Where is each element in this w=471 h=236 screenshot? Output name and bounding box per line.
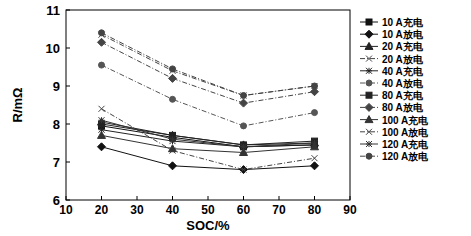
series-point: [170, 96, 176, 102]
legend-marker: [365, 103, 373, 111]
legend-marker: [366, 92, 372, 98]
y-tick-label: 10: [46, 41, 60, 56]
y-tick: [66, 10, 70, 11]
y-tick-label: 8: [53, 117, 60, 132]
legend-marker: [366, 153, 372, 159]
series-point: [241, 123, 247, 129]
y-tick: [66, 48, 70, 49]
x-tick: [137, 196, 138, 200]
y-tick-label: 7: [53, 155, 60, 170]
x-tick-label: 90: [343, 203, 357, 217]
x-tick-label: 70: [272, 203, 286, 217]
x-tick: [172, 196, 173, 200]
legend-marker: [366, 80, 372, 86]
chart: 10 20 30 40 50 60 70 80 90 6 7 8 9 10 11 SOC/% R/mΩ 10 A充…: [0, 0, 471, 236]
series-point: [312, 110, 318, 116]
legend-label: 10 A放电: [382, 29, 424, 40]
legend-label: 20 A充电: [382, 41, 424, 52]
x-tick: [66, 196, 67, 200]
series-line: [102, 35, 315, 96]
series-line: [102, 65, 315, 126]
x-tick-label: 30: [130, 203, 144, 217]
series-line: [102, 120, 315, 147]
series-point: [99, 62, 105, 68]
y-tick-label: 11: [46, 3, 60, 18]
series-point: [241, 144, 247, 150]
x-tick-label: 80: [308, 203, 322, 217]
legend-label: 10 A充电: [382, 17, 424, 28]
legend-marker: [365, 30, 373, 38]
series-point: [312, 83, 318, 89]
x-tick-label: 10: [59, 203, 73, 217]
series-point: [312, 83, 318, 89]
series-point: [240, 99, 248, 107]
series-point: [241, 167, 247, 173]
x-tick-label: 20: [95, 203, 109, 217]
series-line: [102, 42, 315, 103]
legend-label: 80 A放电: [382, 102, 424, 113]
legend-marker: [365, 116, 373, 123]
series-point: [98, 131, 106, 138]
y-tick-label: 9: [53, 79, 60, 94]
series-point: [98, 38, 106, 46]
legend-label: 80 A充电: [382, 90, 424, 101]
x-tick: [101, 196, 102, 200]
x-axis-label: SOC/%: [186, 218, 230, 233]
y-tick: [66, 200, 70, 201]
legend-marker: [366, 129, 372, 135]
series-line: [102, 33, 315, 96]
series-point: [170, 136, 176, 142]
series-point: [311, 162, 319, 170]
x-tick: [243, 196, 244, 200]
legend: 10 A充电10 A放电20 A充电20 A放电40 A充电40 A放电80 A…: [360, 17, 429, 162]
series-point: [99, 106, 105, 112]
series-point: [169, 74, 177, 82]
series-point: [241, 93, 247, 99]
y-axis-label: R/mΩ: [10, 88, 25, 123]
legend-marker: [366, 68, 372, 74]
series-point: [312, 140, 318, 146]
series-point: [99, 30, 105, 36]
legend-label: 120 A充电: [382, 139, 429, 150]
series-point: [170, 66, 176, 72]
plot-frame: [66, 10, 350, 200]
legend-marker: [366, 56, 372, 62]
plot-area: [98, 30, 319, 174]
y-tick-label: 6: [53, 193, 60, 208]
series-point: [98, 143, 106, 151]
series-point: [241, 93, 247, 99]
legend-label: 100 A充电: [382, 115, 429, 126]
series-line: [102, 109, 315, 170]
legend-label: 100 A放电: [382, 127, 429, 138]
series-point: [99, 117, 105, 123]
x-tick: [350, 196, 351, 200]
series-point: [240, 166, 248, 174]
legend-label: 40 A充电: [382, 66, 424, 77]
y-tick: [66, 162, 70, 163]
y-tick: [66, 124, 70, 125]
x-tick-label: 60: [237, 203, 251, 217]
legend-marker: [365, 42, 373, 49]
series-point: [169, 162, 177, 170]
series-point: [241, 144, 247, 150]
legend-label: 40 A放电: [382, 78, 424, 89]
x-tick-label: 40: [166, 203, 180, 217]
series-point: [241, 144, 247, 150]
series-line: [102, 135, 315, 152]
legend-marker: [366, 141, 372, 147]
x-tick-label: 50: [201, 203, 215, 217]
series-point: [169, 145, 177, 152]
x-tick: [279, 196, 280, 200]
series-point: [312, 155, 318, 161]
legend-marker: [366, 19, 372, 25]
y-tick: [66, 86, 70, 87]
x-tick: [314, 196, 315, 200]
legend-label: 20 A放电: [382, 54, 424, 65]
legend-label: 120 A放电: [382, 151, 429, 162]
x-tick: [208, 196, 209, 200]
